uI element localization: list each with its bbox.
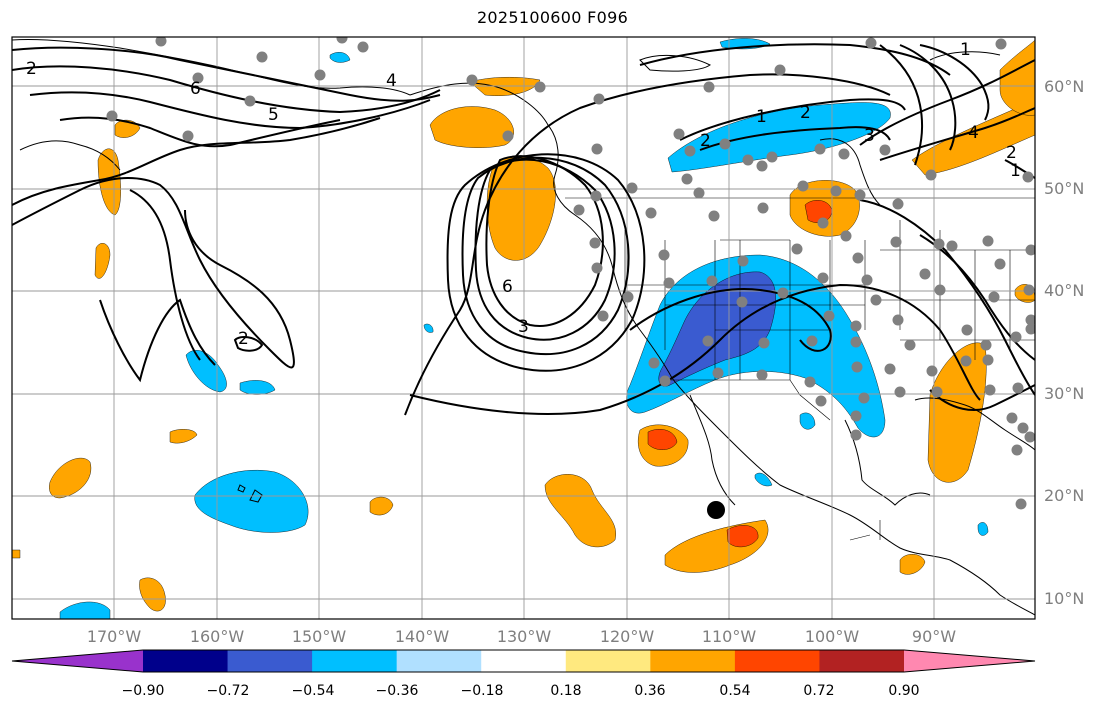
colorbar-tick-label: −0.72 <box>206 683 250 699</box>
lon-label-90w: 90°W <box>911 627 957 646</box>
lon-label-120w: 120°W <box>599 627 655 646</box>
lon-label-100w: 100°W <box>804 627 860 646</box>
map-title: 2025100600 F096 <box>476 8 629 27</box>
contour-label: 6 <box>190 79 201 99</box>
colorbar-segment <box>312 650 398 672</box>
lat-label-20: 20°N <box>1044 486 1085 505</box>
colorbar-extend-low <box>12 650 143 672</box>
lat-label-30: 30°N <box>1044 384 1085 403</box>
lon-label-110w: 110°W <box>701 627 757 646</box>
contour-label: 3 <box>518 317 529 337</box>
lon-label-150w: 150°W <box>291 627 347 646</box>
contour-label: 2 <box>26 59 37 79</box>
colorbar-tick-label: 0.72 <box>803 683 835 699</box>
lat-label-60: 60°N <box>1044 77 1085 96</box>
colorbar-tick-label: 0.54 <box>719 683 751 699</box>
colorbar-extend-high <box>904 650 1035 672</box>
strong-positive-anomaly-shading <box>647 200 833 548</box>
colorbar-segment <box>565 650 651 672</box>
colorbar-segment <box>650 650 736 672</box>
lat-label-40: 40°N <box>1044 281 1085 300</box>
colorbar-tick-label: 0.90 <box>888 683 920 699</box>
colorbar-outline <box>11 649 1036 673</box>
state-boundaries <box>565 197 1035 541</box>
contour-label: 3 <box>864 126 875 146</box>
contour-label: 1 <box>756 107 767 127</box>
colorbar-segment <box>481 650 567 672</box>
lat-label-50: 50°N <box>1044 179 1085 198</box>
colorbar-tick-label: 0.36 <box>634 683 666 699</box>
colorbar-segment <box>227 650 313 672</box>
contour-label: 5 <box>268 105 279 125</box>
colorbar-segment <box>819 650 905 672</box>
contour-label: 2 <box>1006 143 1017 163</box>
lon-label-140w: 140°W <box>394 627 450 646</box>
colorbar-tick-label: 0.18 <box>550 683 582 699</box>
contour-label: 2 <box>800 103 811 123</box>
contour-lines <box>12 43 1035 416</box>
station-markers <box>106 37 1035 510</box>
lon-label-160w: 160°W <box>189 627 245 646</box>
colorbar <box>11 649 1036 673</box>
colorbar-tick-label: −0.18 <box>460 683 504 699</box>
contour-label: 1 <box>960 40 971 60</box>
contour-label: 4 <box>386 71 397 91</box>
contour-label: 2 <box>238 329 249 349</box>
colorbar-tick-label: −0.90 <box>121 683 165 699</box>
colorbar-tick-label: −0.36 <box>375 683 419 699</box>
storm-center-marker <box>707 501 725 519</box>
contour-label: 1 <box>1010 161 1021 181</box>
colorbar-segment <box>143 650 229 672</box>
lon-label-130w: 130°W <box>496 627 552 646</box>
contour-label: 4 <box>968 123 979 143</box>
lat-label-10: 10°N <box>1044 589 1085 608</box>
colorbar-tick-label: −0.54 <box>291 683 335 699</box>
map-frame <box>11 36 1036 620</box>
contour-label: 2 <box>700 131 711 151</box>
lon-label-170w: 170°W <box>86 627 142 646</box>
contour-label-group: 2 6 5 4 2 1 2 3 4 2 1 6 3 2 1 <box>26 40 1021 349</box>
contour-label: 6 <box>502 277 513 297</box>
colorbar-segment <box>396 650 482 672</box>
colorbar-segment <box>734 650 820 672</box>
